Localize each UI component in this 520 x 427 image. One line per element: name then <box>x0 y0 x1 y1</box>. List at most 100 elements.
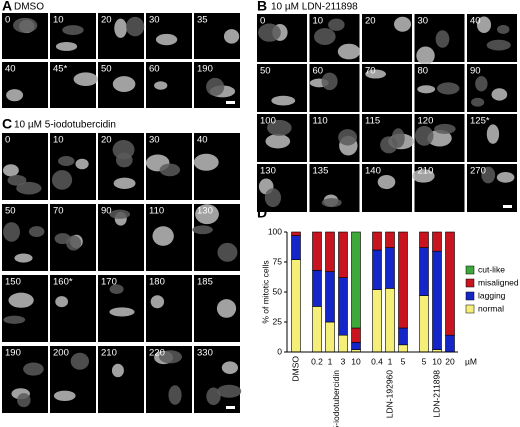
bar-segment <box>398 327 408 346</box>
cell <box>338 129 358 146</box>
cell <box>216 299 237 318</box>
legend-swatch <box>465 291 475 301</box>
cell <box>328 18 345 31</box>
panel-letter: B <box>257 0 267 14</box>
frame-label: 50 <box>101 64 112 75</box>
bar-segment <box>338 277 348 336</box>
cell <box>271 95 296 106</box>
cell <box>154 81 168 90</box>
y-tick-label: 75 <box>273 256 283 266</box>
bar-segment <box>338 231 348 278</box>
frame-label: 50 <box>5 206 16 217</box>
y-tick-label: 0 <box>277 346 282 356</box>
frame-label: 110 <box>149 206 164 217</box>
frame-label: 100 <box>260 116 276 127</box>
cell <box>2 164 19 177</box>
frame-label: 80 <box>418 66 429 77</box>
cell <box>16 181 42 195</box>
frame-label: 60 <box>313 66 324 77</box>
frame-label: 185 <box>197 277 213 288</box>
bar-segment <box>372 289 382 353</box>
panel-letter: D <box>257 205 267 221</box>
y-tick-label: 50 <box>273 286 283 296</box>
cell <box>314 28 336 46</box>
panel-letter: A <box>2 0 12 14</box>
bar-segment <box>351 231 361 329</box>
cell <box>486 39 511 51</box>
panel-title: 10 µM 5-iodotubercidin <box>14 120 116 131</box>
x-tick-label: 5 <box>401 356 406 366</box>
cell <box>109 307 135 317</box>
legend-label: misaligned <box>478 277 519 287</box>
cell <box>3 222 20 242</box>
frame-label: 40 <box>5 64 16 75</box>
cell <box>496 24 510 34</box>
frame-label: 200 <box>53 348 69 359</box>
bar-segment <box>291 259 301 353</box>
frame-label: 125* <box>470 116 490 127</box>
cell <box>109 209 131 219</box>
frame-label: 10 <box>313 16 324 27</box>
frame-label: 160* <box>53 277 73 288</box>
frame-label: 70 <box>53 206 64 217</box>
panel-title: DMSO <box>14 2 44 13</box>
bar-segment <box>351 342 361 350</box>
frame <box>50 133 96 200</box>
x-tick-label: 5 <box>422 356 427 366</box>
cell <box>23 362 44 376</box>
cell <box>192 225 213 235</box>
frame-label: 90 <box>101 206 112 217</box>
cell <box>70 352 90 370</box>
y-axis-title: % of mitotic cells <box>260 260 270 323</box>
legend-swatch <box>465 265 475 275</box>
frame-label: 40 <box>470 16 481 27</box>
frame-label: 190 <box>197 64 213 75</box>
cell <box>53 390 76 401</box>
cell <box>114 18 127 38</box>
frame-label: 110 <box>313 116 328 127</box>
cell <box>193 153 219 171</box>
cell <box>475 76 488 92</box>
cell <box>150 295 165 309</box>
cell <box>111 363 124 378</box>
unit-label: µM <box>465 356 477 366</box>
bar-segment <box>419 295 429 353</box>
frame <box>50 275 96 342</box>
x-tick-label: 10 <box>432 356 442 366</box>
bar-segment <box>385 288 395 353</box>
cell <box>158 350 182 364</box>
legend-swatch <box>465 278 475 288</box>
frame-label: 190 <box>5 348 21 359</box>
bar-segment <box>445 334 455 353</box>
scale-bar <box>226 101 235 104</box>
bar-segment <box>432 231 442 252</box>
frame-label: 35 <box>197 15 208 26</box>
cell <box>109 284 124 295</box>
cell <box>125 16 145 37</box>
cell <box>365 69 386 79</box>
frame-label: 30 <box>149 15 160 26</box>
frame-label: 140 <box>365 166 381 177</box>
cell <box>476 16 492 34</box>
legend-swatch <box>465 304 475 314</box>
bar-segment <box>372 231 382 251</box>
cell <box>486 124 500 144</box>
cell <box>264 188 282 208</box>
frame-label: 20 <box>101 15 112 26</box>
frame-label: 10 <box>53 135 64 146</box>
frame <box>467 14 517 62</box>
frame-label: 20 <box>365 16 376 27</box>
cell <box>206 77 225 96</box>
frame-label: 330 <box>197 348 213 359</box>
bar-segment <box>338 334 348 353</box>
frame-label: 0 <box>260 16 265 27</box>
frame-label: 135 <box>313 166 329 177</box>
cell <box>437 82 460 95</box>
frame-label: 20 <box>101 135 112 146</box>
bar-segment <box>385 231 395 248</box>
cell <box>417 85 436 94</box>
cell <box>380 136 398 154</box>
cell <box>267 119 292 136</box>
cell <box>8 292 34 308</box>
